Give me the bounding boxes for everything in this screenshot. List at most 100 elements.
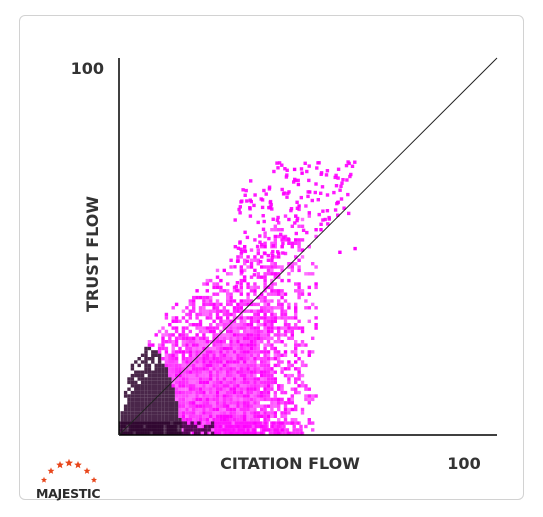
density-cell [168, 373, 172, 378]
density-cell [205, 407, 209, 412]
density-cell [326, 222, 330, 226]
density-cell [209, 340, 213, 344]
density-cell [130, 414, 135, 418]
density-cell [212, 377, 216, 381]
density-cell [258, 234, 262, 238]
density-cell [134, 407, 138, 412]
density-cell [181, 404, 186, 408]
density-cell [219, 350, 223, 354]
density-cell [170, 428, 174, 432]
density-cell [294, 377, 298, 381]
density-cell [277, 407, 281, 412]
density-cell [147, 411, 152, 415]
density-cell [192, 295, 196, 300]
density-cell [249, 404, 254, 408]
density-cell [280, 163, 284, 167]
density-cell [263, 418, 267, 422]
density-cell [246, 255, 250, 259]
density-cell [277, 387, 281, 391]
density-cell [270, 414, 274, 418]
density-cell [209, 346, 213, 351]
density-cell [134, 387, 138, 391]
density-cell [157, 357, 162, 361]
density-cell [202, 404, 206, 408]
density-cell [246, 384, 250, 388]
density-cell [129, 431, 133, 435]
density-cell [273, 292, 277, 296]
density-cell [181, 414, 186, 418]
density-cell [231, 424, 235, 429]
density-cell [198, 323, 203, 327]
density-cell [198, 377, 203, 381]
density-cell [212, 319, 216, 323]
density-cell [266, 414, 271, 418]
density-cell [297, 238, 301, 242]
density-cell [290, 418, 294, 422]
density-cell [180, 431, 184, 435]
density-cell [283, 367, 288, 371]
density-cell [249, 377, 254, 381]
density-cell [245, 235, 250, 240]
density-cell [192, 404, 196, 408]
density-cell [283, 316, 288, 320]
density-cell [188, 336, 192, 340]
density-cell [153, 428, 157, 432]
density-cell [188, 367, 192, 371]
density-cell [292, 431, 296, 435]
density-cell [232, 333, 237, 337]
density-cell [235, 281, 240, 285]
density-cell [256, 302, 260, 307]
density-cell [215, 363, 220, 368]
density-cell [229, 258, 233, 262]
density-cell [266, 350, 271, 354]
density-cell [187, 424, 191, 429]
density-cell [171, 373, 175, 378]
density-cell [300, 255, 305, 259]
density-cell [253, 401, 257, 405]
density-cell [316, 161, 320, 165]
density-cell [140, 384, 145, 388]
density-cell [185, 357, 189, 361]
density-cell [205, 295, 209, 300]
density-cell [198, 295, 203, 300]
density-cell [147, 367, 152, 371]
density-cell [239, 306, 243, 310]
density-cell [273, 224, 277, 228]
density-cell [294, 346, 298, 351]
density-cell [151, 357, 155, 361]
density-cell [273, 346, 277, 351]
density-cell [222, 363, 226, 368]
density-cell [188, 384, 192, 388]
density-cell [181, 428, 186, 432]
density-cell [205, 404, 209, 408]
density-cell [219, 323, 223, 327]
density-cell [236, 246, 241, 250]
density-cell [164, 397, 169, 402]
density-cell [129, 428, 133, 432]
density-cell [246, 302, 250, 307]
density-cell [219, 329, 223, 334]
density-cell [271, 217, 275, 221]
density-cell [270, 251, 274, 256]
density-cell [236, 255, 240, 259]
density-cell [212, 363, 216, 368]
density-cell [243, 367, 247, 371]
density-cell [236, 357, 240, 361]
density-cell [174, 350, 179, 354]
density-cell [243, 309, 247, 313]
density-cell [171, 397, 175, 402]
density-cell [272, 424, 276, 429]
density-cell [243, 319, 247, 323]
density-cell [239, 292, 243, 296]
density-cell [263, 404, 267, 408]
density-cell [295, 206, 300, 210]
density-cell [224, 424, 228, 429]
density-cell [215, 285, 220, 290]
density-cell [173, 424, 177, 429]
density-cell [243, 245, 247, 249]
density-cell [297, 390, 301, 395]
density-cell [263, 309, 267, 313]
density-cell [280, 295, 284, 300]
density-cell [157, 370, 162, 374]
density-cell [270, 299, 274, 303]
